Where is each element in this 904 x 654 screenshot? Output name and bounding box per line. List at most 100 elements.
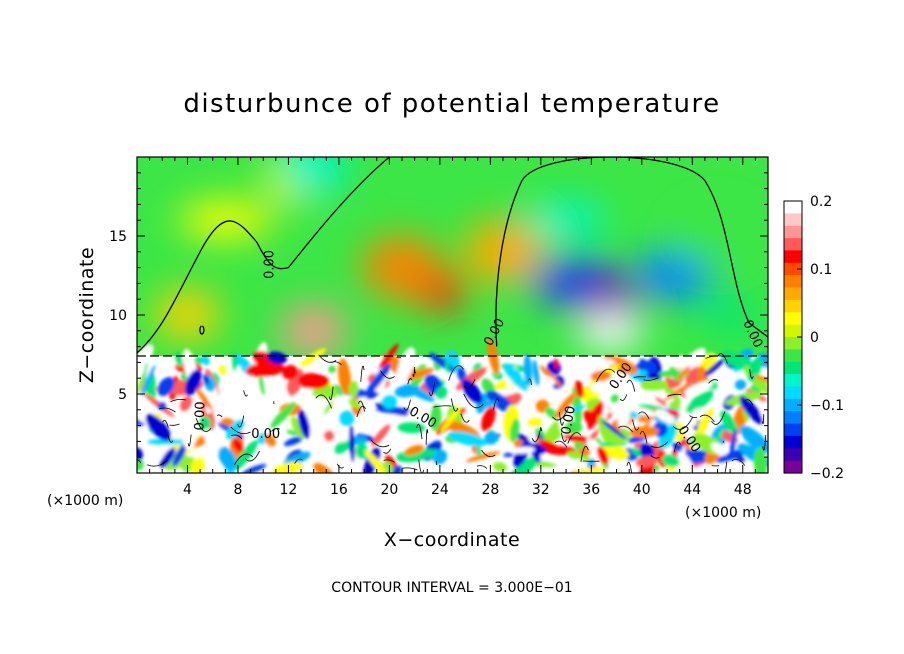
turbulence-cell — [667, 409, 680, 417]
turbulence-contour — [650, 441, 669, 448]
turbulence-contour — [315, 394, 332, 409]
turbulence-contour — [435, 460, 438, 465]
turbulence-cell — [235, 375, 249, 387]
colorbar-tick-label: 0 — [810, 330, 819, 346]
turbulence-cell — [203, 374, 209, 385]
turbulence-cell — [481, 406, 496, 432]
turbulence-contour — [383, 459, 395, 463]
turbulence-contour — [231, 434, 243, 439]
turbulence-cell — [526, 426, 537, 444]
turbulence-contour — [476, 465, 488, 469]
turbulence-cell — [429, 404, 442, 431]
turbulence-contour — [294, 458, 303, 464]
turbulence-cell — [556, 458, 592, 470]
turbulence-cell — [435, 386, 448, 399]
y-axis-label: Z−coordinate — [76, 247, 98, 383]
turbulence-cell — [668, 358, 687, 369]
colorbar-swatch — [784, 448, 802, 462]
turbulence-contour — [360, 365, 365, 382]
colorbar-tick-label: −0.1 — [810, 398, 844, 414]
turbulence-contour — [428, 382, 435, 397]
lower-turbulence — [137, 338, 768, 473]
turbulence-contour — [717, 353, 728, 364]
turbulence-cell — [355, 442, 368, 460]
turbulence-contour — [689, 415, 698, 419]
plot-area — [137, 157, 768, 473]
turbulence-cell — [348, 380, 359, 398]
colorbar-swatch — [784, 213, 802, 227]
y-tick-label: 5 — [118, 387, 127, 403]
field-blob — [577, 310, 644, 351]
turbulence-cell — [562, 405, 573, 427]
turbulence-cell — [587, 401, 604, 430]
turbulence-cell — [677, 365, 691, 380]
turbulence-cell — [282, 364, 298, 380]
turbulence-cell — [683, 347, 706, 371]
turbulence-contour — [626, 379, 636, 392]
turbulence-contour — [559, 411, 564, 426]
contour-interval-note: CONTOUR INTERVAL = 3.000E−01 — [331, 580, 572, 596]
turbulence-contour — [744, 399, 754, 406]
turbulence-cell — [397, 422, 426, 434]
turbulence-cell — [754, 375, 768, 385]
colorbar-swatch — [784, 386, 802, 400]
turbulence-contours — [137, 353, 767, 473]
colorbar-swatch — [784, 262, 802, 276]
turbulence-cell — [246, 408, 260, 440]
turbulence-cell — [327, 365, 337, 373]
turbulence-contour — [639, 430, 648, 444]
turbulence-contour — [418, 459, 425, 473]
turbulence-cell — [445, 359, 450, 373]
turbulence-cell — [591, 393, 600, 399]
turbulence-cell — [145, 414, 171, 441]
turbulence-contour — [672, 416, 694, 430]
turbulence-cell — [540, 439, 560, 453]
turbulence-cell — [574, 380, 584, 398]
turbulence-cell — [323, 430, 335, 442]
turbulence-contour — [463, 393, 484, 409]
turbulence-cell — [629, 426, 659, 438]
x-tick-label: 44 — [683, 482, 701, 498]
turbulence-contour — [596, 368, 616, 383]
turbulence-cell — [596, 359, 616, 366]
turbulence-contour — [650, 455, 660, 459]
turbulence-cell — [645, 361, 657, 374]
turbulence-cell — [655, 396, 667, 406]
field-blob — [154, 289, 221, 341]
turbulence-cell — [572, 467, 607, 473]
turbulence-cell — [212, 386, 219, 419]
turbulence-cell — [259, 373, 265, 396]
turbulence-cell — [440, 406, 461, 433]
turbulence-contour — [425, 429, 429, 445]
turbulence-cell — [140, 364, 156, 397]
turbulence-contour — [328, 386, 334, 401]
turbulence-contour — [380, 370, 395, 379]
colorbar-swatch — [784, 312, 802, 326]
turbulence-cell — [567, 451, 592, 463]
turbulence-cell — [338, 358, 351, 396]
contour-label: 0.00 — [559, 405, 579, 436]
x-tick-label: 36 — [582, 482, 600, 498]
turbulence-cell — [553, 358, 559, 370]
turbulence-contour — [401, 467, 418, 471]
upper-field — [154, 157, 765, 357]
turbulence-cell — [190, 456, 206, 473]
turbulence-contour — [336, 463, 344, 469]
colorbar-swatch — [784, 287, 802, 301]
turbulence-cell — [297, 373, 330, 389]
turbulence-cell — [562, 434, 595, 444]
turbulence-cell — [172, 442, 188, 467]
turbulence-cell — [260, 393, 277, 415]
turbulence-cell — [355, 434, 377, 442]
turbulence-contour — [749, 369, 754, 380]
turbulence-contour — [711, 411, 726, 425]
turbulence-cell — [403, 384, 435, 402]
turbulence-cell — [198, 416, 212, 432]
field-blob — [178, 200, 273, 241]
turbulence-contour — [407, 378, 413, 385]
turbulence-contour — [403, 399, 411, 411]
turbulence-cell — [401, 368, 434, 381]
x-tick-label: 32 — [532, 482, 550, 498]
turbulence-contour — [370, 439, 390, 448]
